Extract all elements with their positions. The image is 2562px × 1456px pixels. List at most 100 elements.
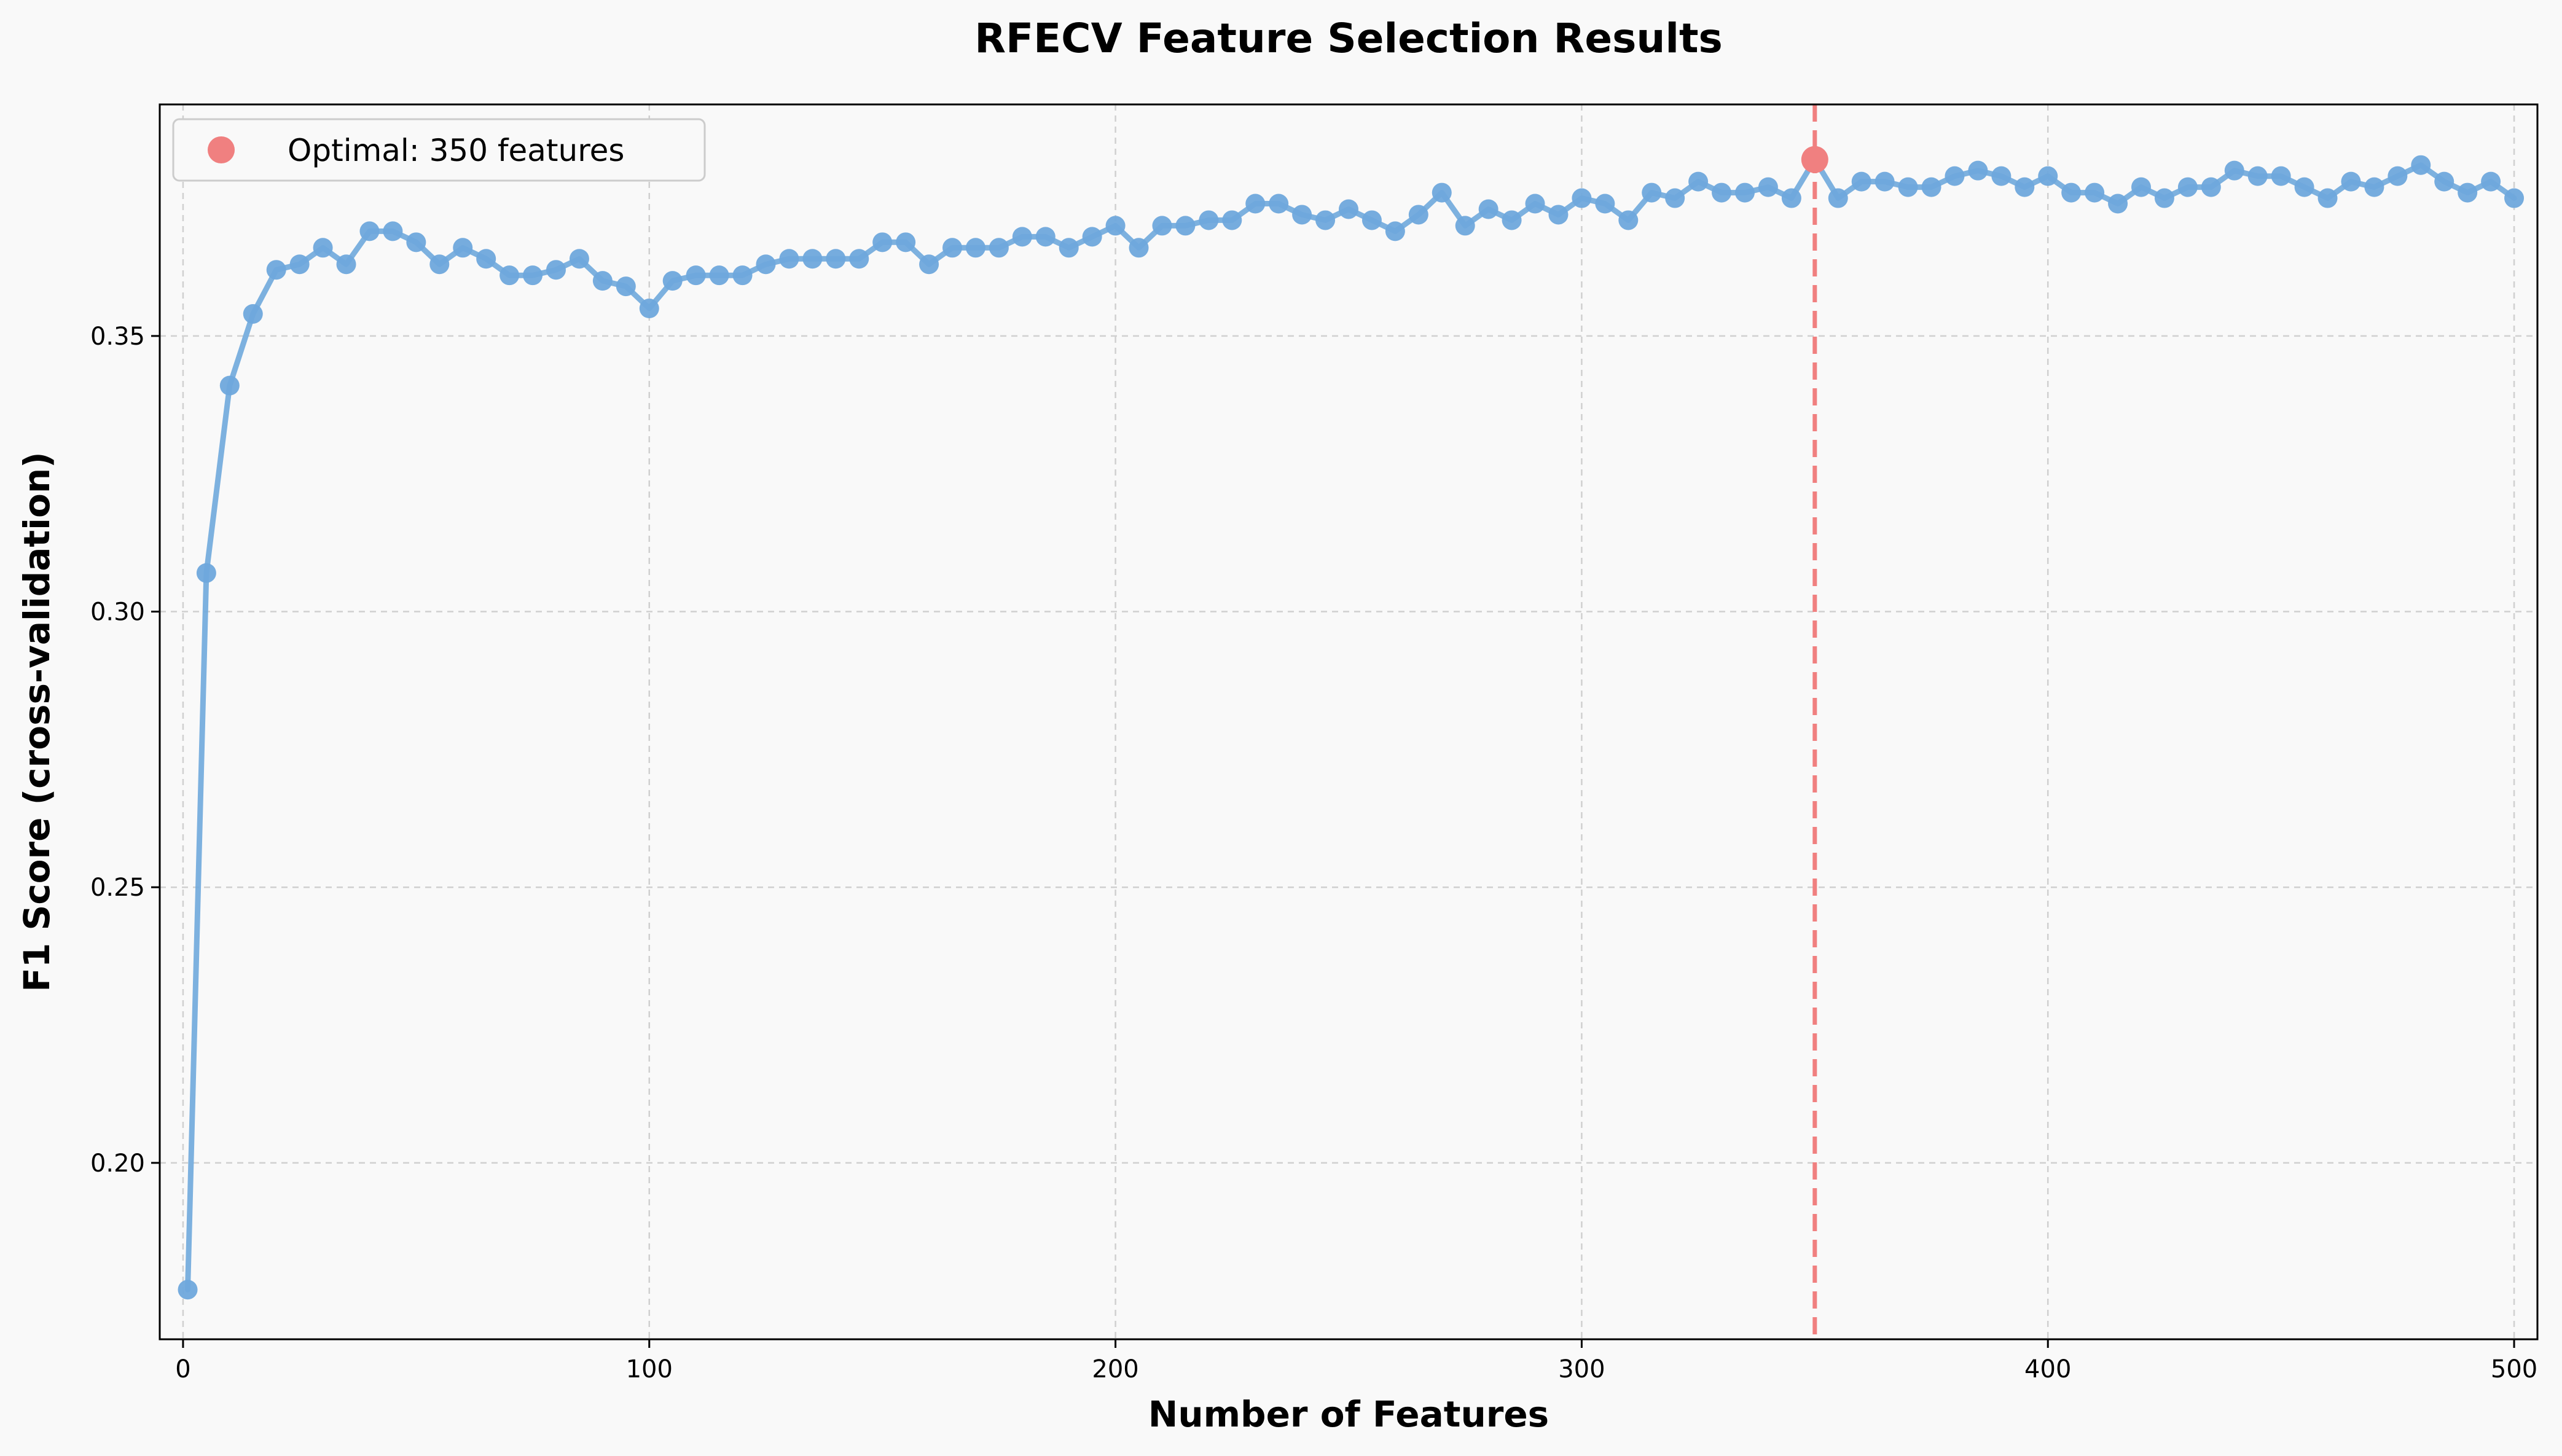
data-point xyxy=(872,232,893,252)
chart-title: RFECV Feature Selection Results xyxy=(974,15,1723,62)
data-point xyxy=(2364,177,2384,197)
data-point xyxy=(2108,194,2128,214)
data-point xyxy=(1735,182,1755,203)
data-point xyxy=(499,265,520,286)
data-point xyxy=(1921,177,1941,197)
data-point xyxy=(896,232,916,252)
data-point xyxy=(802,249,823,269)
data-point xyxy=(2154,188,2174,208)
plot-background xyxy=(160,104,2537,1339)
highlight-layer xyxy=(1801,104,1828,1339)
data-point xyxy=(2411,155,2431,175)
data-point xyxy=(1105,216,1126,236)
data-point xyxy=(2177,177,2198,197)
data-point xyxy=(2458,182,2478,203)
data-point xyxy=(1968,160,1988,181)
y-tick-label: 0.30 xyxy=(90,598,145,627)
data-point xyxy=(1898,177,1918,197)
data-point xyxy=(2294,177,2314,197)
data-point xyxy=(1455,216,1475,236)
y-tick-label: 0.20 xyxy=(90,1149,145,1178)
data-point xyxy=(826,249,846,269)
data-point xyxy=(1129,238,1149,258)
x-tick-label: 500 xyxy=(2491,1355,2537,1384)
legend-box xyxy=(172,118,706,182)
data-point xyxy=(732,265,753,286)
data-point xyxy=(756,254,776,275)
data-point xyxy=(1222,210,1242,230)
data-point xyxy=(1175,216,1196,236)
data-point xyxy=(2247,166,2268,186)
data-point xyxy=(289,254,310,275)
data-point xyxy=(989,238,1009,258)
legend-marker xyxy=(208,136,235,163)
x-tick-label: 200 xyxy=(1092,1355,1138,1384)
data-point xyxy=(709,265,729,286)
data-point xyxy=(476,249,496,269)
data-point xyxy=(2317,188,2338,208)
data-point xyxy=(1642,182,1662,203)
data-point xyxy=(1292,205,1312,225)
data-point xyxy=(1548,205,1569,225)
data-point xyxy=(686,265,706,286)
data-point xyxy=(849,249,869,269)
y-axis-ticks: 0.20 0.25 0.30 0.35 xyxy=(90,323,160,1178)
data-point xyxy=(569,249,589,269)
data-point xyxy=(1851,171,1871,192)
data-point xyxy=(1385,221,1405,241)
data-point xyxy=(1059,238,1079,258)
data-point xyxy=(1828,188,1848,208)
data-point xyxy=(1408,205,1428,225)
data-point xyxy=(2481,171,2501,192)
data-point xyxy=(1945,166,1965,186)
data-point xyxy=(662,271,683,291)
data-point xyxy=(2341,171,2361,192)
data-point xyxy=(1339,199,1358,219)
data-point xyxy=(2388,166,2408,186)
data-point xyxy=(2038,166,2058,186)
data-point xyxy=(266,260,286,280)
data-point xyxy=(1245,194,1266,214)
data-point xyxy=(1315,210,1336,230)
data-point xyxy=(1269,194,1289,214)
data-point xyxy=(336,254,356,275)
data-point xyxy=(359,221,380,241)
data-point xyxy=(2015,177,2035,197)
data-point xyxy=(1758,177,1778,197)
data-point xyxy=(1525,194,1545,214)
data-point xyxy=(942,238,962,258)
data-point xyxy=(1012,227,1032,247)
x-tick-label: 300 xyxy=(1558,1355,1605,1384)
data-point xyxy=(178,1280,198,1300)
optimal-point xyxy=(1801,146,1828,173)
data-point xyxy=(429,254,450,275)
data-point xyxy=(1688,171,1709,192)
data-point xyxy=(2085,182,2105,203)
data-point xyxy=(1361,210,1382,230)
data-point xyxy=(1665,188,1685,208)
data-point xyxy=(2131,177,2151,197)
data-point xyxy=(196,563,216,583)
data-point xyxy=(219,375,240,396)
data-point xyxy=(546,260,566,280)
data-point xyxy=(523,265,543,286)
data-point xyxy=(779,249,799,269)
y-axis-label: F1 Score (cross-validation) xyxy=(16,452,58,992)
plot-area xyxy=(159,103,2539,1341)
x-tick-label: 0 xyxy=(175,1355,190,1384)
data-point xyxy=(243,303,263,324)
data-point xyxy=(1874,171,1895,192)
data-point xyxy=(1478,199,1498,219)
y-tick-label: 0.35 xyxy=(90,323,145,351)
x-axis-ticks: 0 100 200 300 400 500 xyxy=(175,1339,2537,1384)
data-point xyxy=(1572,188,1592,208)
data-point xyxy=(383,221,403,241)
grid-lines xyxy=(160,104,2537,1339)
plot-frame xyxy=(159,103,2539,1341)
data-point xyxy=(406,232,426,252)
data-point xyxy=(1502,210,1522,230)
y-tick-label: 0.25 xyxy=(90,874,145,902)
data-point xyxy=(2061,182,2082,203)
data-point xyxy=(1035,227,1056,247)
